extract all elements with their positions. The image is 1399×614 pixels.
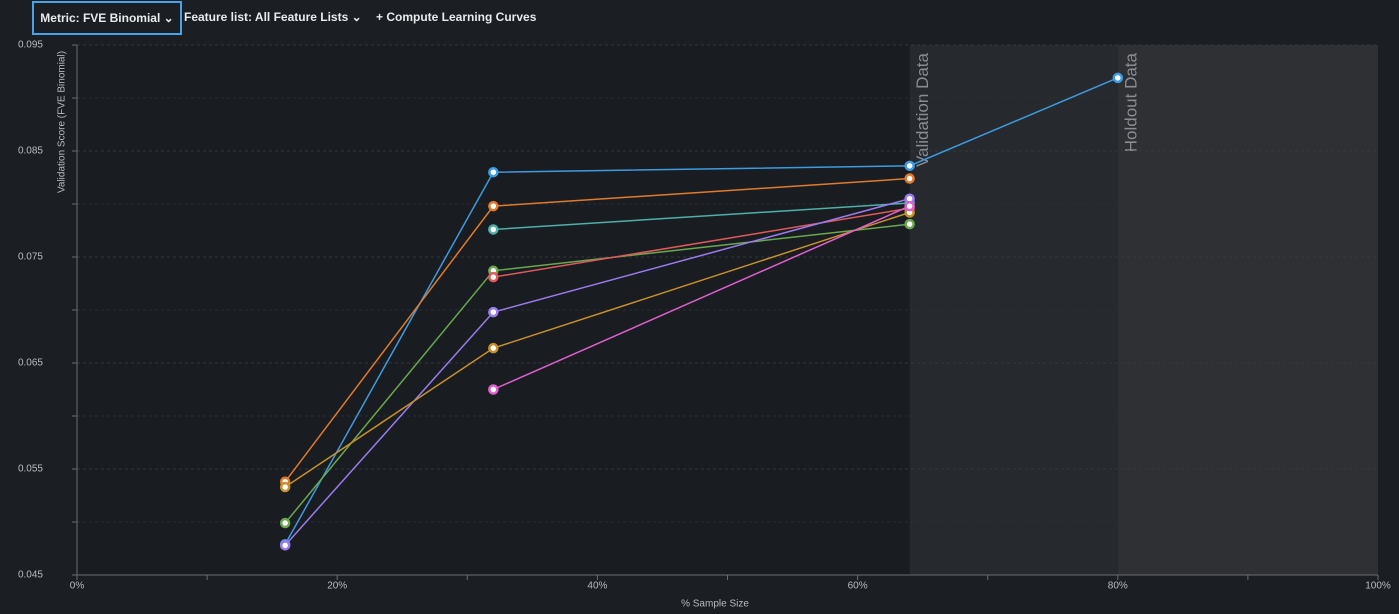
data-point xyxy=(279,517,291,529)
series-line xyxy=(493,202,910,231)
data-point xyxy=(488,200,499,212)
data-point xyxy=(488,271,499,283)
x-tick-label: 80% xyxy=(1108,581,1128,592)
data-point xyxy=(904,200,915,212)
x-tick-label: 40% xyxy=(587,581,607,592)
y-axis-label: Validation Score (FVE Binomial) xyxy=(57,51,68,193)
data-point xyxy=(488,342,499,354)
metric-label[interactable]: Metric: FVE Binomial xyxy=(40,11,161,25)
data-point xyxy=(904,160,915,172)
region-label: Validation Data xyxy=(913,52,932,167)
metric-dropdown[interactable]: Metric: FVE Binomial ⌄ xyxy=(32,1,182,35)
chevron: ⌄ xyxy=(351,10,362,24)
data-point xyxy=(488,306,499,318)
x-tick-label: 100% xyxy=(1365,581,1391,592)
compute-button[interactable]: + Compute Learning Curves xyxy=(376,10,537,24)
data-point xyxy=(904,173,915,184)
data-point xyxy=(904,218,915,230)
y-tick-label: 0.055 xyxy=(18,464,43,475)
x-axis-label: % Sample Size xyxy=(681,599,749,610)
data-point xyxy=(1112,72,1124,84)
y-tick-label: 0.085 xyxy=(18,146,43,157)
series-line xyxy=(284,77,1119,545)
series-line xyxy=(493,207,910,278)
data-point xyxy=(488,384,499,395)
y-tick-label: 0.075 xyxy=(18,252,43,263)
x-tick-label: 20% xyxy=(327,581,347,592)
x-tick-label: 60% xyxy=(848,581,868,592)
series-line xyxy=(493,205,910,391)
chevron: ⌄ xyxy=(163,11,174,25)
data-point xyxy=(488,166,499,178)
data-point xyxy=(488,224,499,235)
y-tick-label: 0.045 xyxy=(18,570,43,581)
feature-list-dropdown[interactable]: Feature list: All Feature Lists ⌄ xyxy=(184,0,362,34)
data-point xyxy=(279,540,291,551)
x-tick-label: 0% xyxy=(70,581,85,592)
y-tick-label: 0.065 xyxy=(18,358,43,369)
region-label: Holdout Data xyxy=(1121,52,1140,152)
data-point xyxy=(279,481,291,493)
feature-list-label[interactable]: Feature list: All Feature Lists xyxy=(184,10,349,24)
y-tick-label: 0.095 xyxy=(18,40,43,51)
